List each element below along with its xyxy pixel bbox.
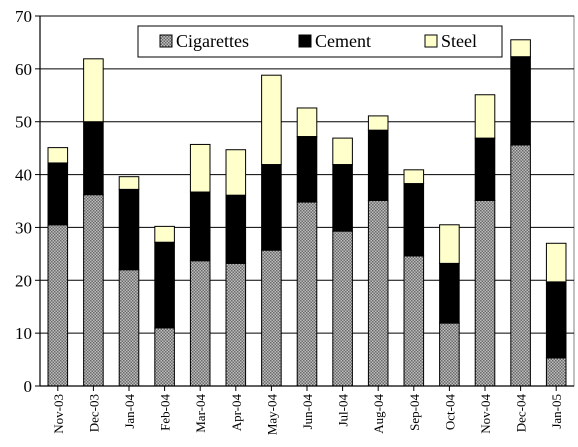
bar-steel-jul-04 — [332, 137, 353, 166]
bar-cement-mar-04 — [189, 191, 211, 262]
legend-swatch-cigarettes — [159, 34, 173, 48]
y-tick-label: 10 — [15, 324, 32, 343]
bar-steel-dec-04 — [510, 39, 531, 58]
legend-label-cigarettes: Cigarettes — [176, 31, 249, 51]
legend-swatch-steel — [424, 34, 438, 48]
y-tick-label: 0 — [24, 377, 33, 396]
bar-cement-jun-04 — [296, 136, 318, 203]
bar-cement-sep-04 — [403, 183, 425, 257]
x-tick-label: Dec-03 — [86, 394, 101, 432]
x-tick-label: Apr-04 — [229, 394, 244, 432]
bar-steel-dec-03 — [83, 58, 104, 123]
x-tick-label: Dec-04 — [514, 394, 529, 433]
x-tick-label: Oct-04 — [442, 394, 457, 431]
bar-cigarettes-jan-04 — [118, 269, 140, 387]
bar-cigarettes-aug-04 — [367, 199, 389, 387]
y-tick-label: 20 — [15, 271, 32, 290]
bar-cement-feb-04 — [154, 241, 175, 329]
bar-steel-nov-04 — [474, 94, 496, 139]
bar-cigarettes-apr-04 — [225, 262, 247, 387]
bar-cigarettes-feb-04 — [154, 327, 175, 387]
bar-cement-dec-03 — [83, 121, 104, 196]
legend-label-steel: Steel — [441, 31, 477, 51]
x-tick-label: Jun-04 — [300, 394, 315, 430]
y-tick-label: 60 — [15, 60, 32, 79]
bar-cigarettes-jun-04 — [296, 201, 318, 387]
bar-cigarettes-mar-04 — [189, 260, 211, 387]
legend-swatch-cement — [298, 34, 312, 48]
x-tick-label: Jan-04 — [122, 394, 137, 429]
x-tick-label: Feb-04 — [158, 394, 173, 431]
bar-cement-may-04 — [261, 164, 282, 251]
x-tick-label: Sep-04 — [407, 394, 422, 431]
x-tick-label: Aug-04 — [371, 394, 386, 434]
bar-steel-nov-03 — [47, 147, 69, 164]
legend: Cigarettes Cement Steel — [137, 25, 503, 58]
bar-cement-nov-04 — [474, 137, 496, 201]
bar-cement-apr-04 — [225, 194, 247, 264]
bar-cement-aug-04 — [367, 129, 389, 201]
bar-cement-jan-04 — [118, 188, 140, 271]
axes: 0 10 20 30 40 50 60 70 Nov-03 Dec-03 Jan-04 Feb-04 M… — [15, 7, 574, 435]
bar-cement-jan-05 — [545, 281, 567, 359]
y-tick-label: 40 — [15, 166, 32, 185]
bar-steel-jan-04 — [118, 176, 140, 190]
bar-cigarettes-dec-03 — [83, 194, 104, 387]
x-tick-label: Nov-03 — [51, 394, 66, 434]
bar-steel-feb-04 — [154, 225, 175, 243]
legend-box — [137, 25, 503, 58]
bar-steel-aug-04 — [367, 115, 389, 131]
x-tick-label: Jul-04 — [336, 394, 351, 427]
x-tick-label: May-04 — [264, 394, 279, 436]
bar-cigarettes-jul-04 — [332, 230, 353, 387]
x-tick-label: Mar-04 — [193, 394, 208, 433]
bar-cigarettes-oct-04 — [439, 322, 460, 387]
x-tick-label: Jan-05 — [549, 394, 564, 429]
bar-cigarettes-sep-04 — [403, 255, 425, 387]
bars — [47, 39, 567, 387]
bar-steel-apr-04 — [225, 149, 247, 196]
bar-cigarettes-nov-04 — [474, 199, 496, 387]
bar-steel-jun-04 — [296, 107, 318, 138]
y-tick-label: 30 — [15, 218, 32, 237]
bar-cigarettes-dec-04 — [510, 144, 531, 387]
bar-steel-oct-04 — [439, 224, 460, 264]
bar-steel-may-04 — [261, 74, 282, 166]
bar-cigarettes-may-04 — [261, 249, 282, 387]
y-tick-label: 50 — [15, 113, 32, 132]
bar-steel-jan-05 — [545, 242, 567, 283]
y-tick-label: 70 — [15, 7, 32, 26]
bar-cement-oct-04 — [439, 262, 460, 324]
bar-cigarettes-jan-05 — [545, 357, 567, 387]
bar-steel-sep-04 — [403, 169, 425, 185]
legend-label-cement: Cement — [315, 31, 371, 51]
x-tick-label: Nov-04 — [478, 394, 493, 434]
bar-steel-mar-04 — [189, 143, 211, 193]
bar-cigarettes-nov-03 — [47, 224, 69, 387]
bar-cement-dec-04 — [510, 56, 531, 146]
bar-cement-nov-03 — [47, 162, 69, 226]
bar-cement-jul-04 — [332, 164, 353, 232]
